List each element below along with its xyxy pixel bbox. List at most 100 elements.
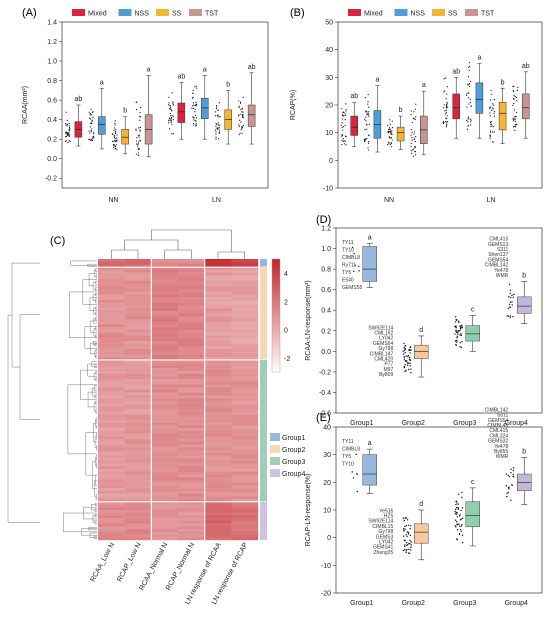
heatmap-cell [151, 351, 179, 355]
heatmap-cell [204, 267, 232, 271]
data-point [66, 133, 68, 135]
data-point [461, 541, 464, 544]
dendrogram-branch [217, 251, 245, 259]
heatmap-cell [231, 455, 259, 459]
heatmap-cell [124, 400, 152, 404]
colorbar-step [272, 284, 280, 288]
colorbar-step [272, 323, 280, 328]
genotype-label: TY11 [342, 240, 354, 246]
data-point [115, 140, 117, 142]
heatmap-cell [98, 332, 125, 336]
data-point [410, 546, 412, 548]
heatmap-cell [204, 523, 232, 527]
data-point [414, 140, 417, 143]
heatmap-cell [231, 419, 259, 423]
heatmap-cell [178, 455, 205, 459]
heatmap-cell [124, 403, 152, 407]
heatmap-cell [178, 537, 205, 541]
heatmap-cell [151, 283, 179, 287]
data-point [114, 145, 116, 147]
genotype-label: SW92E114 [368, 325, 393, 331]
heatmap-cell [231, 370, 259, 374]
heatmap-cell [98, 267, 125, 271]
heatmap-cell [124, 308, 152, 312]
heatmap-cell [151, 346, 179, 350]
heatmap-cell [151, 327, 179, 331]
significance-letter: a [422, 82, 426, 89]
heatmap-cell [124, 439, 152, 442]
heatmap-cell [231, 395, 259, 399]
heatmap-cell [151, 398, 179, 402]
data-point [460, 324, 463, 326]
data-point [509, 306, 511, 308]
heatmap-cell [204, 518, 232, 522]
data-point [192, 96, 194, 98]
heatmap-cell [124, 414, 152, 418]
heatmap-cell [178, 493, 205, 497]
heatmap-cell [151, 526, 179, 530]
data-point [459, 528, 462, 531]
data-point [353, 270, 355, 273]
data-point [512, 85, 514, 88]
data-point [343, 111, 345, 114]
data-point [490, 125, 492, 127]
heatmap-cell [151, 313, 179, 317]
data-point [345, 144, 347, 146]
heatmap-cell [151, 321, 179, 325]
data-point [407, 524, 410, 526]
heatmap-cell [151, 302, 179, 306]
data-point [344, 114, 347, 117]
heatmap-cell [204, 297, 232, 301]
data-point [366, 137, 368, 140]
heatmap-cell [151, 449, 179, 453]
data-point [457, 330, 460, 332]
heatmap-cell [231, 289, 259, 292]
heatmap-cell [204, 409, 232, 412]
heatmap-cell [178, 485, 205, 489]
heatmap-cell [98, 449, 125, 453]
data-point [446, 123, 448, 125]
heatmap-cell [204, 463, 232, 467]
heatmap-cell [151, 512, 179, 516]
data-point [93, 133, 95, 135]
data-point [513, 120, 515, 122]
data-point [388, 119, 391, 121]
jitter-points [340, 103, 347, 146]
data-point [404, 528, 406, 531]
data-point [192, 107, 195, 109]
genotype-label: CML415 [489, 428, 508, 434]
heatmap-cell [178, 316, 205, 320]
colorbar-step [272, 298, 280, 302]
group-swatch [270, 433, 280, 441]
heatmap-cell [178, 515, 205, 519]
heatmap-cell [204, 504, 232, 508]
heatmap-cell [178, 463, 205, 467]
data-point [367, 114, 369, 116]
heatmap-cell [204, 272, 232, 276]
data-point [116, 137, 118, 139]
colorbar-tick-label: 2 [284, 299, 288, 306]
group-bar-group4 [260, 501, 267, 540]
data-point [115, 138, 117, 140]
heatmap-cell [98, 507, 125, 511]
jitter-points [238, 96, 244, 136]
heatmap-cell [178, 359, 205, 363]
jitter-points [111, 120, 118, 150]
data-point [406, 535, 408, 538]
data-point [67, 135, 70, 137]
data-point [445, 77, 447, 79]
data-point [406, 531, 409, 533]
data-point [137, 145, 139, 147]
heatmap-cell [178, 264, 205, 268]
data-point [408, 548, 410, 550]
data-point [242, 96, 244, 98]
dendrogram-branch [111, 249, 139, 259]
data-point [405, 542, 408, 544]
data-point [344, 124, 346, 126]
heatmap-cell [124, 466, 152, 470]
significance-letter: ab [350, 93, 358, 100]
colorbar-tick-label: 0 [284, 328, 288, 335]
genotype-label: CIMBL15 [372, 524, 393, 530]
heatmap-cell [124, 458, 152, 462]
